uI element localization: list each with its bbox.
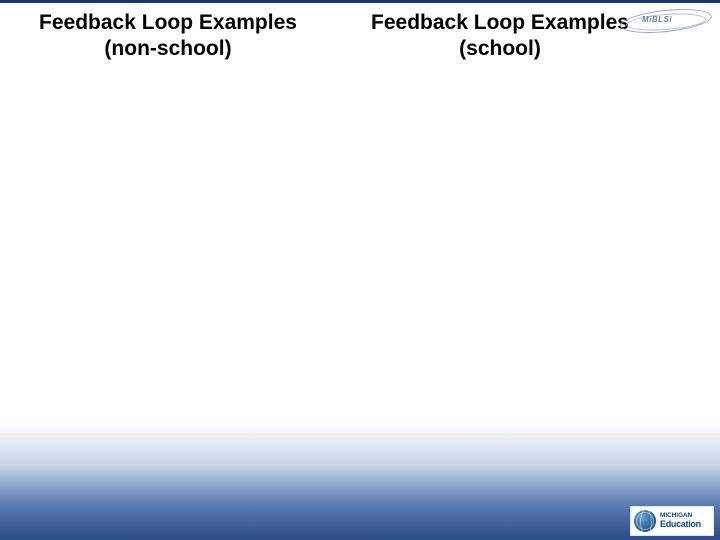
heading-right: Feedback Loop Examples (school) <box>350 10 650 63</box>
top-border <box>0 0 720 3</box>
logo-line2: Education <box>660 520 701 529</box>
heading-left-line2: (non-school) <box>18 36 318 62</box>
heading-right-line1: Feedback Loop Examples <box>350 10 650 36</box>
michigan-education-logo: MICHIGAN Education <box>630 506 714 536</box>
heading-right-line2: (school) <box>350 36 650 62</box>
logo-text-block: MICHIGAN Education <box>660 513 701 529</box>
globe-icon <box>634 510 656 532</box>
heading-left: Feedback Loop Examples (non-school) <box>18 10 318 63</box>
miblsi-logo-text: MiBLSi <box>642 15 672 24</box>
miblsi-logo: MiBLSi <box>620 6 716 38</box>
slide: Feedback Loop Examples (non-school) Feed… <box>0 0 720 540</box>
heading-left-line1: Feedback Loop Examples <box>18 10 318 36</box>
